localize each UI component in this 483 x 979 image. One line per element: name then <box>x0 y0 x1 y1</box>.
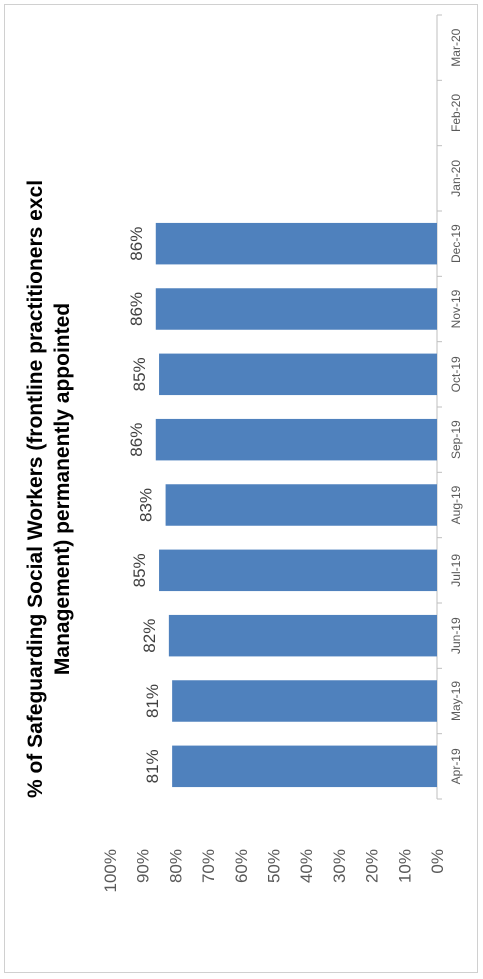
data-label: 81% <box>143 684 162 718</box>
data-label: 85% <box>130 553 149 587</box>
data-label: 82% <box>140 619 159 653</box>
bar <box>155 418 437 461</box>
data-label: 86% <box>127 227 146 261</box>
data-label: 85% <box>130 357 149 391</box>
bar <box>155 222 437 265</box>
data-label: 83% <box>137 488 156 522</box>
x-tick-label: Jan-20 <box>449 160 463 197</box>
x-tick-label: Nov-19 <box>449 289 463 328</box>
y-tick-label: 10% <box>395 849 414 883</box>
x-tick-label: Jun-19 <box>449 617 463 654</box>
x-tick-label: Aug-19 <box>449 485 463 524</box>
bar <box>155 288 437 330</box>
y-tick-label: 40% <box>297 849 316 883</box>
bar <box>165 484 437 526</box>
bar <box>172 745 437 788</box>
data-label: 86% <box>127 292 146 326</box>
x-tick-label: Sep-19 <box>449 420 463 459</box>
x-tick-label: Jul-19 <box>449 554 463 587</box>
y-tick-label: 0% <box>428 849 447 874</box>
x-tick-label: May-19 <box>449 681 463 721</box>
y-tick-label: 20% <box>363 849 382 883</box>
y-tick-label: 60% <box>232 849 251 883</box>
bar <box>159 353 438 396</box>
x-tick-label: Feb-20 <box>449 94 463 132</box>
y-tick-label: 70% <box>199 849 218 883</box>
data-label: 81% <box>143 749 162 783</box>
x-tick-label: Dec-19 <box>449 224 463 263</box>
x-tick-label: Oct-19 <box>449 356 463 392</box>
x-tick-label: Apr-19 <box>449 748 463 784</box>
bar <box>168 614 438 657</box>
y-tick-label: 80% <box>166 849 185 883</box>
y-tick-label: 90% <box>134 849 153 883</box>
data-label: 86% <box>127 423 146 457</box>
bar <box>159 549 438 592</box>
bar <box>172 680 437 722</box>
y-tick-label: 100% <box>101 849 120 892</box>
x-tick-label: Mar-20 <box>449 28 463 66</box>
y-tick-label: 30% <box>330 849 349 883</box>
y-tick-label: 50% <box>265 849 284 883</box>
